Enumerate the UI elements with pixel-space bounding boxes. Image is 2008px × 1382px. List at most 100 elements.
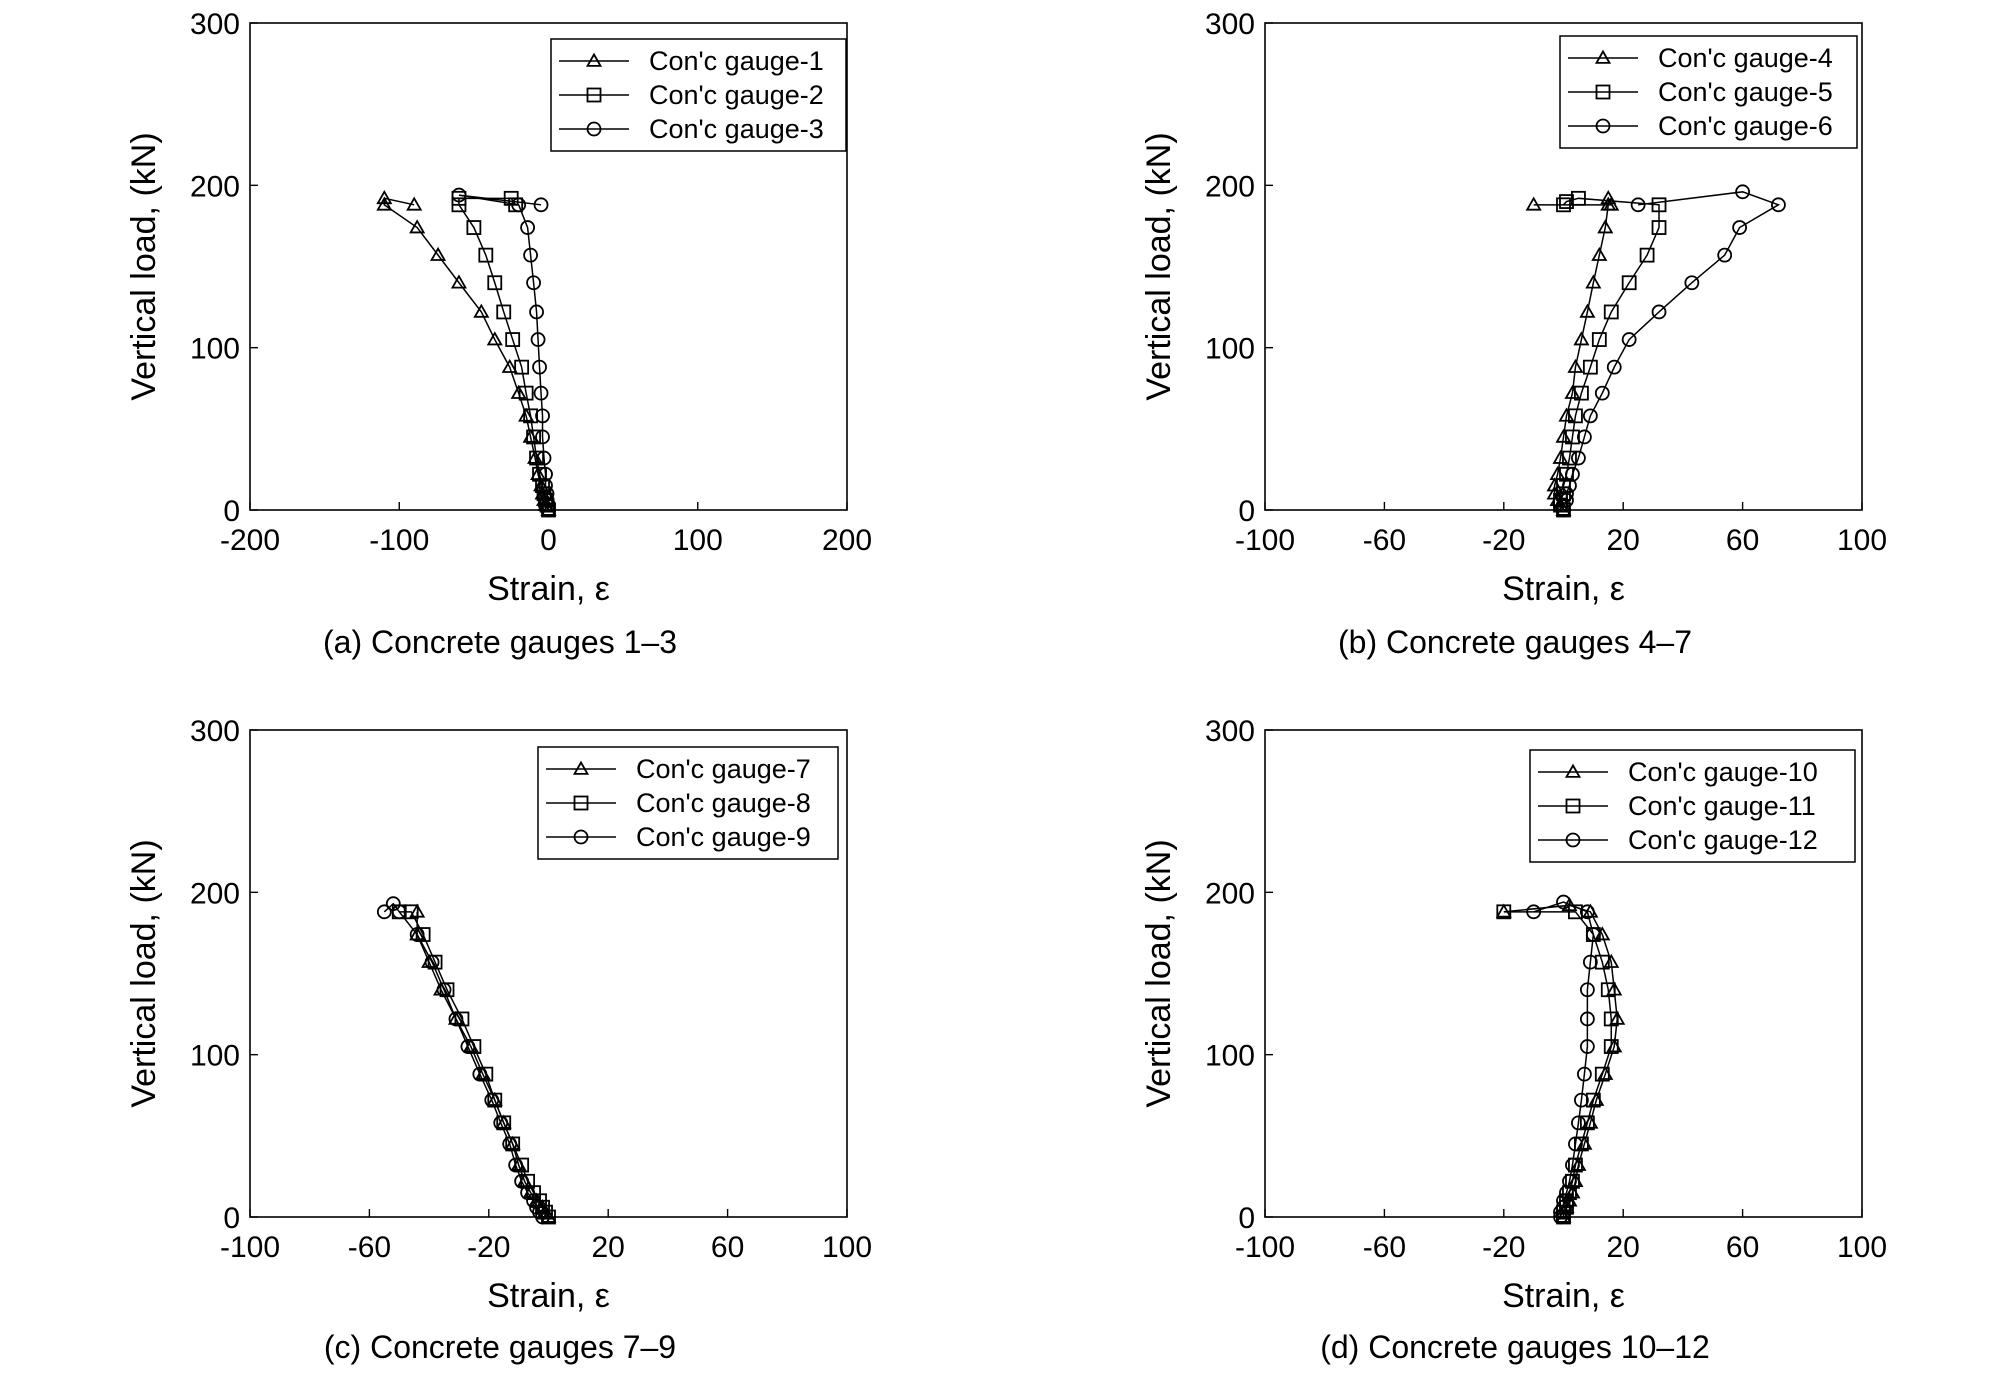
data-point: [1594, 1066, 1610, 1082]
data-point: [478, 247, 494, 263]
data-point: [496, 304, 512, 320]
x-tick-label: -60: [1363, 1231, 1406, 1264]
data-point: [1603, 1039, 1619, 1054]
x-tick-label: -20: [1482, 1231, 1525, 1264]
data-point: [406, 196, 423, 211]
y-tick-label: 200: [190, 170, 240, 203]
data-point: [532, 359, 547, 375]
data-point: [473, 303, 490, 318]
data-point: [1585, 274, 1602, 289]
series-line: [1533, 198, 1613, 511]
data-point: [1579, 1115, 1595, 1131]
data-point: [518, 385, 534, 401]
legend-marker: [1594, 49, 1612, 64]
y-tick-label: 100: [1205, 333, 1255, 366]
y-tick-label: 200: [1205, 877, 1255, 910]
legend-label: Con'c gauge-6: [1658, 111, 1833, 141]
y-axis-label: Vertical load, (kN): [125, 839, 163, 1107]
x-tick-label: -100: [369, 524, 429, 557]
x-tick-label: -200: [220, 524, 280, 557]
data-point: [535, 408, 550, 424]
data-point: [533, 197, 549, 213]
y-tick-label: 300: [1205, 8, 1255, 41]
legend-label: Con'c gauge-7: [636, 754, 811, 784]
legend-marker: [1565, 832, 1581, 848]
x-tick-label: 60: [1726, 524, 1759, 557]
data-point: [510, 384, 527, 399]
data-point: [1771, 197, 1786, 213]
data-point: [1585, 1092, 1601, 1108]
data-point: [1567, 358, 1584, 373]
data-point: [1495, 903, 1512, 918]
x-tick-label: 0: [540, 524, 557, 557]
y-tick-label: 0: [1238, 495, 1255, 528]
data-point: [430, 246, 447, 261]
data-point: [1591, 332, 1607, 347]
figure-caption: (c) Concrete gauges 7–9: [324, 1329, 676, 1365]
x-tick-label: -100: [220, 1231, 280, 1264]
figure-caption: (b) Concrete gauges 4–7: [1338, 624, 1692, 660]
data-point: [448, 1011, 464, 1027]
chart-panel-2: -100 -60 -20 20 60 100 0 100 200 300 Strain, ε Vert…: [1140, 8, 1887, 660]
legend-marker: [573, 829, 589, 845]
data-point: [1559, 194, 1574, 209]
x-tick-label: 100: [673, 524, 723, 557]
x-tick-label: -100: [1235, 1231, 1295, 1264]
x-tick-label: 20: [592, 1231, 625, 1264]
series-2: [391, 904, 556, 1225]
data-point: [1582, 954, 1598, 970]
data-point: [1582, 408, 1598, 424]
data-point: [529, 450, 544, 466]
y-tick-label: 100: [1205, 1040, 1255, 1073]
y-tick-label: 0: [223, 495, 240, 528]
data-point: [451, 187, 467, 203]
data-point: [409, 219, 426, 234]
data-point: [526, 275, 541, 291]
legend-label: Con'c gauge-2: [649, 80, 824, 110]
data-point: [1579, 1011, 1595, 1027]
data-point: [529, 304, 544, 320]
data-point: [533, 385, 549, 401]
data-point: [1621, 275, 1637, 291]
x-tick-label: -20: [467, 1231, 510, 1264]
data-point: [1717, 247, 1733, 263]
data-point: [1556, 1193, 1571, 1209]
series-2: [451, 190, 556, 518]
x-axis-label: Strain, ε: [487, 1277, 610, 1315]
y-tick-label: 100: [190, 1040, 240, 1073]
legend-label: Con'c gauge-10: [1628, 757, 1818, 787]
legend-label: Con'c gauge-9: [636, 822, 811, 852]
data-point: [518, 407, 535, 422]
data-point: [502, 1136, 518, 1152]
data-point: [508, 1157, 524, 1173]
legend-marker: [1565, 798, 1581, 814]
data-point: [1735, 184, 1750, 200]
data-point: [385, 896, 401, 912]
legend: Con'c gauge-1 Con'c gauge-2 Con'c gauge-3: [550, 38, 847, 152]
data-point: [409, 927, 425, 942]
series-line: [1503, 904, 1618, 1217]
legend: Con'c gauge-10 Con'c gauge-11 Con'c gauge-…: [1529, 749, 1856, 863]
data-point: [1525, 196, 1542, 211]
x-tick-label: 20: [1607, 524, 1640, 557]
data-point: [1597, 219, 1614, 234]
data-point: [1565, 429, 1580, 445]
chart-panel-3: -100 -60 -20 20 60 100 0 100 200 300 Strain, ε Vert…: [125, 715, 872, 1365]
data-point: [1684, 275, 1700, 291]
chart-panel-1: -200 -100 0 100 200 0 100 200 300 Strain, ε Vertic…: [125, 8, 872, 660]
x-tick-label: 100: [1837, 1231, 1887, 1264]
series-3: [1526, 894, 1601, 1225]
series-1: [1525, 190, 1620, 516]
x-tick-label: 60: [711, 1231, 744, 1264]
data-point: [1574, 1092, 1589, 1108]
x-tick-label: 100: [1837, 524, 1887, 557]
x-axis-label: Strain, ε: [1502, 1277, 1625, 1315]
x-tick-label: -20: [1482, 524, 1525, 557]
data-point: [1579, 1039, 1595, 1054]
data-point: [1571, 190, 1586, 206]
data-point: [403, 904, 419, 920]
data-point: [538, 478, 553, 494]
data-point: [486, 331, 503, 346]
data-point: [1559, 492, 1574, 508]
y-tick-label: 300: [190, 8, 240, 41]
